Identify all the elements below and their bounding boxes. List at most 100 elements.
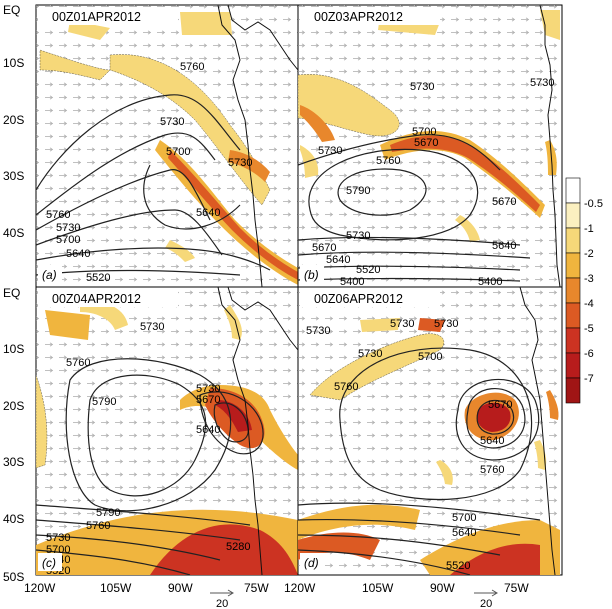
x-tick-label: 75W bbox=[504, 581, 529, 595]
contour-label: 5730 bbox=[358, 348, 382, 360]
colorbar-swatch bbox=[565, 377, 581, 404]
colorbar-swatch bbox=[565, 202, 581, 229]
colorbar-label: -3 bbox=[584, 273, 594, 285]
contour-label: 5670 bbox=[492, 196, 516, 208]
shading-a bbox=[39, 12, 298, 285]
x-tick-label: 90W bbox=[430, 581, 455, 595]
contour-label: 5640 bbox=[66, 248, 90, 260]
contour-label: 5670 bbox=[488, 399, 512, 411]
reference-vector-label: 20 bbox=[216, 598, 228, 609]
colorbar-swatch bbox=[565, 252, 581, 279]
colorbar-label: -6 bbox=[584, 348, 594, 360]
contour-label: 5730 bbox=[410, 81, 434, 93]
colorbar-label: -1 bbox=[584, 223, 594, 235]
y-tick-label: EQ bbox=[3, 3, 20, 17]
contour-label: 5760 bbox=[376, 155, 400, 167]
panel-title-c: 00Z04APR2012 bbox=[52, 292, 141, 306]
contours-d bbox=[298, 347, 541, 575]
y-tick-label: EQ bbox=[3, 286, 20, 300]
contour-label: 5400 bbox=[478, 276, 502, 288]
shading-b bbox=[298, 10, 560, 242]
y-axis: EQ 10S 20S 30S 40S EQ 10S 20S 30S 40S 50… bbox=[3, 3, 24, 584]
panel-title-a: 00Z01APR2012 bbox=[52, 10, 141, 24]
y-tick-label: 20S bbox=[3, 113, 24, 127]
colorbar: -0.5 -1 -2 -3 -4 -5 -6 -7 bbox=[565, 177, 603, 404]
colorbar-label: -0.5 bbox=[584, 198, 603, 210]
contour-label: 5790 bbox=[346, 185, 370, 197]
x-axis: 120W 105W 90W 75W 120W 105W 90W 75W bbox=[24, 581, 529, 595]
contour-label: 5700 bbox=[452, 512, 476, 524]
contour-label: 5670 bbox=[312, 242, 336, 254]
colorbar-swatch bbox=[565, 177, 581, 204]
contour-label: 5640 bbox=[196, 207, 220, 219]
panel-letter-d: (d) bbox=[304, 556, 319, 570]
y-tick-label: 10S bbox=[3, 342, 24, 356]
colorbar-swatch bbox=[565, 277, 581, 304]
contour-label: 5760 bbox=[180, 61, 204, 73]
reference-vector-label: 20 bbox=[480, 598, 492, 609]
contour-labels-a: 5760 5730 5700 5730 5640 5760 5730 5700 … bbox=[46, 61, 252, 284]
y-tick-label: 30S bbox=[3, 455, 24, 469]
contour-label: 5280 bbox=[226, 541, 250, 553]
contour-label: 5700 bbox=[56, 234, 80, 246]
contour-label: 5700 bbox=[166, 146, 190, 158]
panel-d bbox=[297, 286, 563, 576]
y-tick-label: 10S bbox=[3, 56, 24, 70]
contour-label: 5700 bbox=[412, 126, 436, 138]
y-tick-label: 40S bbox=[3, 512, 24, 526]
contour-label: 5730 bbox=[530, 77, 554, 89]
shading-c bbox=[36, 300, 298, 575]
x-tick-label: 90W bbox=[168, 581, 193, 595]
contour-label: 5640 bbox=[326, 254, 350, 266]
colorbar-swatch bbox=[565, 227, 581, 254]
contour-label: 5730 bbox=[46, 532, 70, 544]
colorbar-swatch bbox=[565, 302, 581, 329]
contour-label: 5640 bbox=[492, 240, 516, 252]
y-tick-label: 20S bbox=[3, 399, 24, 413]
contour-label: 5760 bbox=[86, 520, 110, 532]
contour-label: 5730 bbox=[318, 145, 342, 157]
contour-label: 5670 bbox=[414, 137, 438, 149]
contour-label: 5730 bbox=[434, 318, 458, 330]
contour-label: 5790 bbox=[92, 396, 116, 408]
panel-titles: 00Z01APR2012 00Z03APR2012 00Z04APR2012 0… bbox=[38, 7, 440, 571]
contour-label: 5400 bbox=[340, 276, 364, 288]
panel-letter-b: (b) bbox=[304, 268, 319, 282]
contour-label: 5730 bbox=[196, 383, 220, 395]
x-tick-label: 120W bbox=[24, 581, 56, 595]
contour-label: 5730 bbox=[390, 318, 414, 330]
reference-vector-right: 20 bbox=[474, 589, 498, 609]
contour-label: 5730 bbox=[306, 325, 330, 337]
colorbar-swatch bbox=[565, 352, 581, 379]
contour-label: 5730 bbox=[56, 222, 80, 234]
contour-labels-d: 5730 5730 5760 5730 5700 5640 5760 5670 … bbox=[306, 318, 512, 572]
contour-label: 5640 bbox=[480, 435, 504, 447]
contour-label: 5640 bbox=[196, 424, 220, 436]
contour-label: 5730 bbox=[346, 230, 370, 242]
contour-label: 5640 bbox=[452, 527, 476, 539]
colorbar-label: -7 bbox=[584, 373, 594, 385]
contour-label: 5730 bbox=[160, 116, 184, 128]
panel-a bbox=[35, 4, 299, 288]
contour-label: 5520 bbox=[446, 560, 470, 572]
contour-label: 5760 bbox=[334, 381, 358, 393]
contour-label: 5700 bbox=[418, 351, 442, 363]
x-tick-label: 75W bbox=[244, 581, 269, 595]
contour-label: 5730 bbox=[228, 157, 252, 169]
panel-letter-c: (c) bbox=[42, 556, 56, 570]
contour-label: 5730 bbox=[140, 321, 164, 333]
panel-c bbox=[35, 286, 299, 576]
panel-b bbox=[297, 4, 563, 288]
contour-label: 5520 bbox=[86, 272, 110, 284]
contour-labels-b: 5730 5730 5700 5670 5760 5790 5670 5730 … bbox=[312, 77, 554, 288]
x-tick-label: 120W bbox=[284, 581, 316, 595]
contour-label: 5760 bbox=[480, 464, 504, 476]
reference-vector-left: 20 bbox=[210, 589, 234, 609]
contours-c bbox=[36, 358, 264, 575]
x-tick-label: 105W bbox=[100, 581, 132, 595]
x-tick-label: 105W bbox=[362, 581, 394, 595]
coastline bbox=[217, 4, 561, 576]
contour-label: 5760 bbox=[46, 209, 70, 221]
panel-letter-a: (a) bbox=[42, 268, 57, 282]
